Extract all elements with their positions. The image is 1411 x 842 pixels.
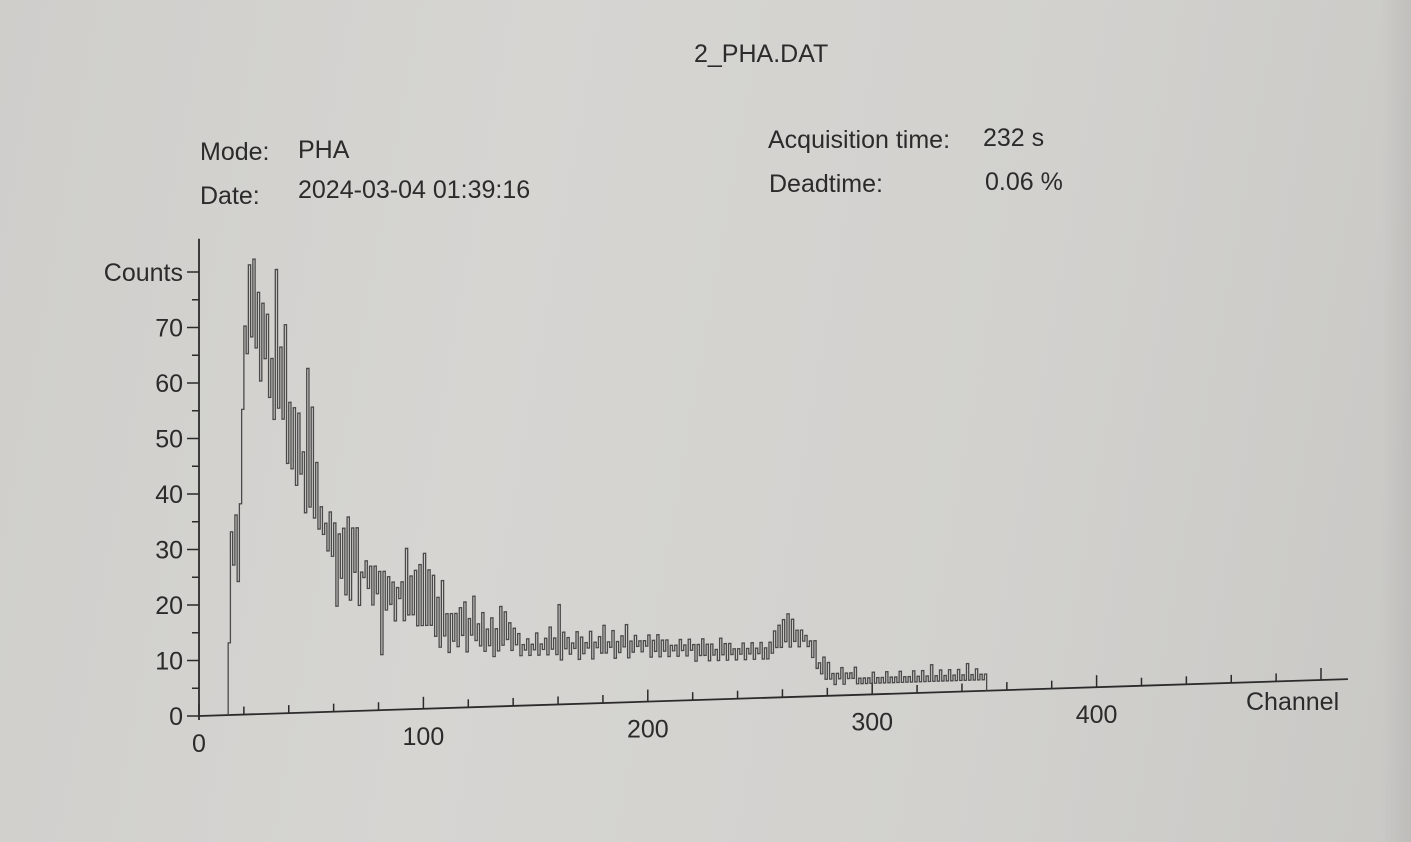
y-axis-title: Counts xyxy=(104,259,183,287)
spectrum-trace xyxy=(227,258,988,716)
x-tick-label: 400 xyxy=(1076,701,1118,729)
date-label: Date: xyxy=(200,182,260,210)
x-axis-title: Channel xyxy=(1246,688,1339,716)
x-tick-label: 0 xyxy=(192,730,206,758)
y-tick-label: 0 xyxy=(169,703,183,731)
y-tick-label: 30 xyxy=(155,537,183,565)
file-title: 2_PHA.DAT xyxy=(694,40,829,68)
y-tick-label: 20 xyxy=(155,592,183,620)
x-axis-line xyxy=(198,678,1348,717)
acquisition-time-label: Acquisition time: xyxy=(768,126,951,154)
deadtime-value: 0.06 % xyxy=(985,168,1063,196)
mode-value: PHA xyxy=(298,136,350,164)
spectrum xyxy=(227,258,988,716)
x-tick-label: 300 xyxy=(851,708,893,736)
deadtime-label: Deadtime: xyxy=(769,170,883,198)
y-tick-label: 10 xyxy=(155,648,183,676)
x-tick-label: 100 xyxy=(403,723,445,751)
y-tick-label: 40 xyxy=(155,481,183,509)
axes: 0 100 200 300 400 Channel 0 10 20 30 40 50 60 70 Count… xyxy=(104,238,1348,758)
acquisition-time-value: 232 s xyxy=(983,124,1045,152)
y-tick-label: 50 xyxy=(155,426,183,454)
y-tick-label: 70 xyxy=(155,315,183,343)
x-tick-label: 200 xyxy=(627,716,669,744)
y-tick-label: 60 xyxy=(155,370,183,398)
mode-label: Mode: xyxy=(200,138,270,166)
page-edge-shadow xyxy=(1381,0,1411,842)
date-value: 2024-03-04 01:39:16 xyxy=(298,176,531,204)
